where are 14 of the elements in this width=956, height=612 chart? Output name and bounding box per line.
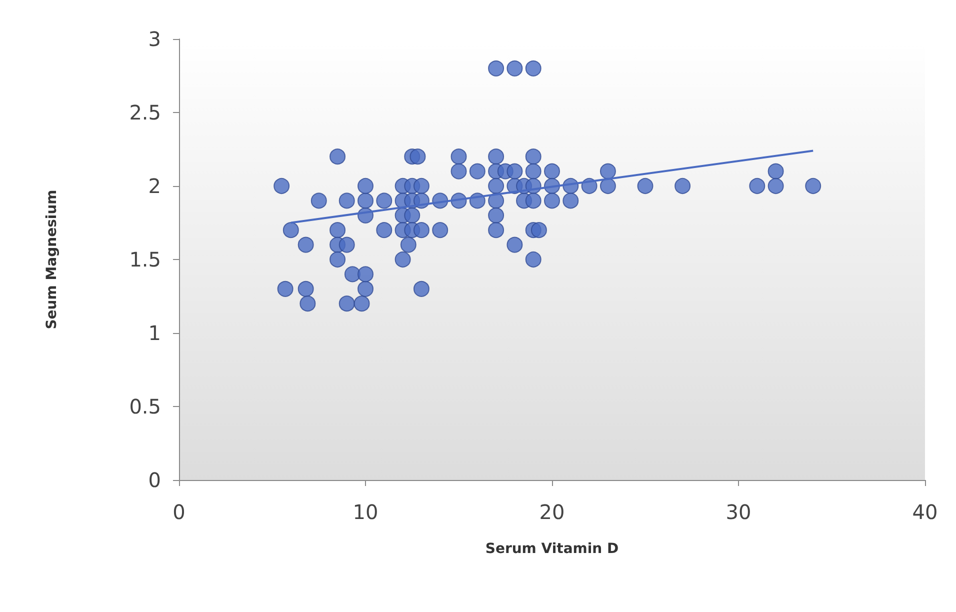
y-tick-label: 0 (148, 468, 161, 492)
y-tick-label: 1 (148, 321, 161, 345)
y-tick-label: 3 (148, 27, 161, 51)
x-tick-label: 40 (912, 500, 938, 524)
x-tick-label: 10 (352, 500, 378, 524)
x-tick-label: 30 (726, 500, 752, 524)
y-axis-title: Seum Magnesium (44, 190, 60, 330)
x-tick-label: 0 (172, 500, 186, 524)
y-tick-label: 1.5 (129, 248, 161, 272)
y-tick-label: 2 (148, 174, 161, 198)
x-axis-title: Serum Vitamin D (485, 541, 619, 557)
x-tick-label: 20 (539, 500, 565, 524)
y-tick-label: 2.5 (129, 100, 161, 124)
y-tick-label: 0.5 (129, 394, 161, 418)
